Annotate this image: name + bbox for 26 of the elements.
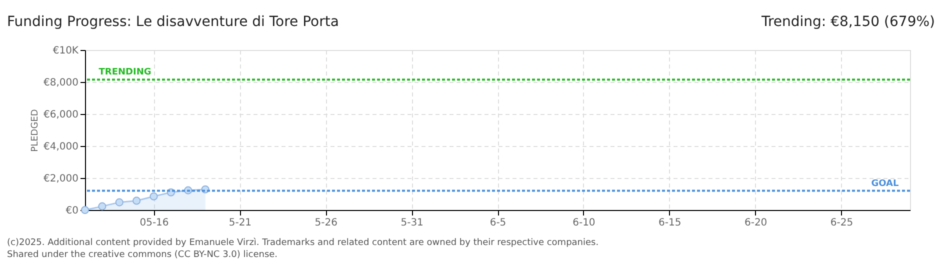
x-tick-label: 5-26: [314, 218, 338, 228]
x-tick-label: 6-25: [830, 218, 854, 228]
x-tick-label: 5-31: [400, 218, 424, 228]
point: [115, 198, 124, 206]
x-tick-label: 6-10: [572, 218, 596, 228]
text: Shared under the creative commons (CC BY-NC 3.0) license.: [7, 250, 278, 260]
ref-line-label: GOAL: [871, 178, 900, 189]
x-tick-label: 05-16: [140, 218, 169, 228]
y-tick-label: €8,000: [44, 78, 78, 88]
text: (c)2025. Additional content provided by Emanuele Virzì. Trademarks and related content are owned by their respective companies.: [7, 237, 599, 248]
y-tick-label: €10K: [52, 46, 79, 56]
y-axis-title: PLEDGED: [30, 109, 41, 152]
y-tick-label: €6,000: [44, 110, 78, 120]
x-tick-label: 6-15: [658, 218, 682, 228]
chart-title: Funding Progress: Le disavventure di Tore Porta: [7, 14, 339, 30]
point: [132, 196, 141, 205]
y-tick-label: €0: [66, 206, 78, 216]
point: [150, 192, 158, 200]
y-tick-label: €2,000: [44, 174, 78, 184]
x-tick-label: 6-5: [490, 218, 506, 228]
x-tick-label: 5-21: [228, 218, 252, 228]
ref-line-label: TRENDING: [98, 68, 152, 78]
point: [98, 202, 106, 210]
x-tick-label: 6-20: [744, 218, 768, 228]
chart-subtitle: Trending: €8,150 (679%): [760, 14, 935, 30]
y-tick-label: €4,000: [44, 142, 78, 152]
